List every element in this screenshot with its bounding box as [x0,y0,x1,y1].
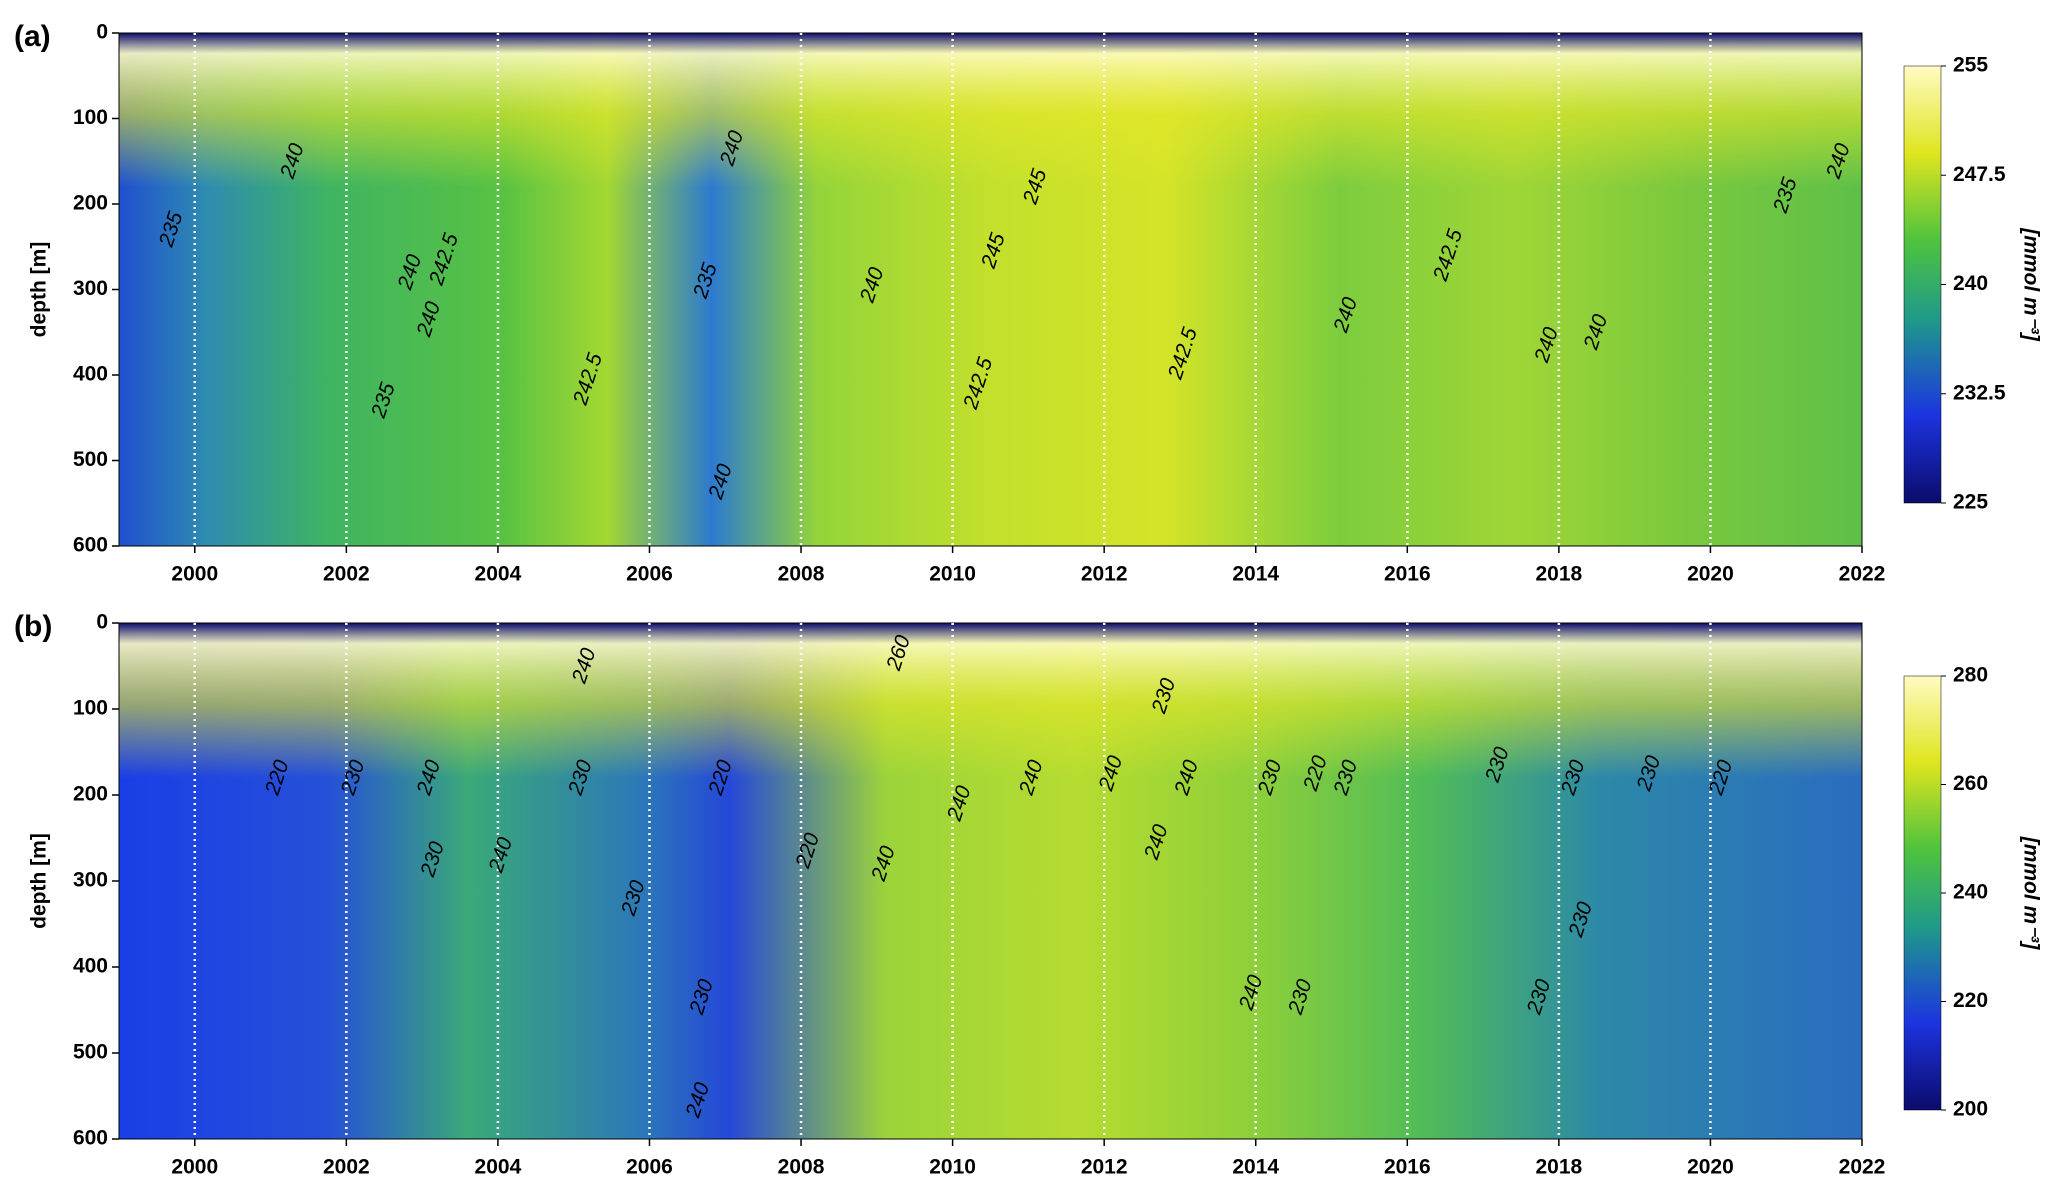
colorbar [1903,65,1942,504]
x-tick-label: 2008 [778,563,825,586]
y-axis-label: depth [m] [28,242,51,338]
y-tick-label: 500 [73,1041,108,1064]
y-tick-label: 200 [73,783,108,806]
x-tick-label: 2002 [323,563,370,586]
x-tick-label: 2010 [929,1156,976,1179]
y-tick-label: 200 [73,192,108,215]
y-tick-label: 400 [73,955,108,978]
y-axis-label: depth [m] [28,833,51,929]
surface-layer [119,623,1862,1139]
colorbar-tick-label: 260 [1953,772,1988,795]
y-tick-label: 0 [96,21,108,44]
panel-label: (a) [14,20,51,53]
colorbar-tick-label: 220 [1953,989,1988,1012]
x-tick-label: 2004 [475,1156,522,1179]
x-tick-label: 2012 [1081,563,1128,586]
x-tick-label: 2000 [171,563,218,586]
x-tick-label: 2016 [1384,1156,1431,1179]
x-tick-label: 2014 [1232,1156,1279,1179]
panel-label: (b) [14,610,52,643]
x-tick-label: 2006 [626,1156,673,1179]
x-tick-label: 2004 [475,563,522,586]
colorbar-tick-label: 247.5 [1953,163,2006,186]
colorbar-tick-label: 255 [1953,54,1988,77]
x-tick-label: 2010 [929,563,976,586]
colorbar-tick-label: 280 [1953,664,1988,687]
x-tick-label: 2022 [1839,563,1886,586]
x-tick-label: 2012 [1081,1156,1128,1179]
x-tick-label: 2002 [323,1156,370,1179]
x-tick-label: 2018 [1536,1156,1583,1179]
colorbar-tick-label: 240 [1953,272,1988,295]
colorbar [1903,675,1942,1111]
y-tick-label: 500 [73,448,108,471]
x-tick-label: 2008 [778,1156,825,1179]
x-tick-label: 2000 [171,1156,218,1179]
x-tick-label: 2020 [1687,1156,1734,1179]
colorbar-tick-label: 225 [1953,491,1988,514]
y-tick-label: 100 [73,106,108,129]
colorbar-label: [mmol m⁻³] [2019,227,2042,342]
surface-layer [119,33,1862,546]
x-tick-label: 2006 [626,563,673,586]
colorbar-label: [mmol m⁻³] [2019,836,2042,951]
y-tick-label: 100 [73,697,108,720]
y-tick-label: 300 [73,869,108,892]
y-tick-label: 0 [96,611,108,634]
x-tick-label: 2016 [1384,563,1431,586]
y-tick-label: 600 [73,534,108,557]
x-tick-label: 2020 [1687,563,1734,586]
y-tick-label: 300 [73,277,108,300]
colorbar-tick-label: 240 [1953,881,1988,904]
x-tick-label: 2014 [1232,563,1279,586]
x-tick-label: 2022 [1839,1156,1886,1179]
y-tick-label: 600 [73,1127,108,1150]
y-tick-label: 400 [73,363,108,386]
colorbar-tick-label: 200 [1953,1098,1988,1121]
x-tick-label: 2018 [1536,563,1583,586]
colorbar-tick-label: 232.5 [1953,381,2006,404]
